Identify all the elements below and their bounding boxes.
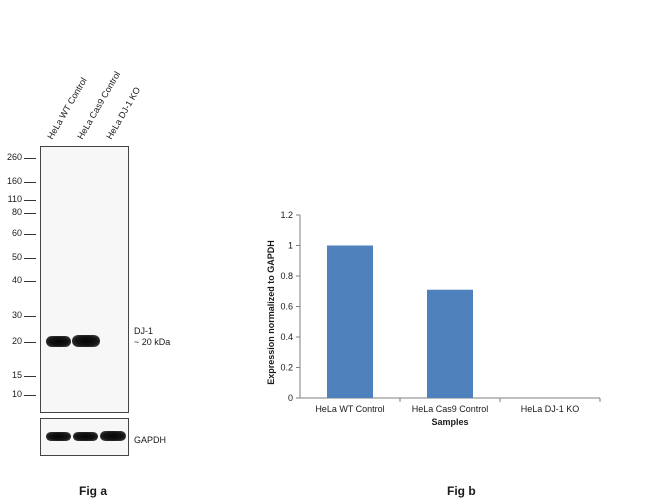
mw-label-260: 260 <box>6 152 22 162</box>
mw-label-10: 10 <box>11 389 22 399</box>
mw-label-80: 80 <box>11 207 22 217</box>
mw-label-50: 50 <box>11 252 22 262</box>
mw-label-160: 160 <box>6 176 22 186</box>
bar-1 <box>427 289 473 398</box>
mw-tick-15 <box>24 376 36 377</box>
y-tick-label-5: 1 <box>288 241 293 251</box>
x-tick-label-0: HeLa WT Control <box>315 404 384 414</box>
mw-tick-160 <box>24 182 36 183</box>
mw-label-30: 30 <box>11 310 22 320</box>
band-dj1-wt <box>46 336 71 347</box>
target-name: DJ-1 <box>134 326 154 336</box>
x-axis-title: Samples <box>431 417 468 427</box>
band-gapdh-ko <box>100 431 126 441</box>
chart-layer: 0 0.2 0.4 0.6 0.8 1 1.2 HeLa WT Control HeLa Cas… <box>266 210 601 427</box>
x-tick-label-2: HeLa DJ-1 KO <box>521 404 580 414</box>
band-dj1-cas9 <box>72 335 100 347</box>
mw-tick-80 <box>24 213 36 214</box>
y-tick-label-4: 0.8 <box>280 271 293 281</box>
mw-tick-20 <box>24 342 36 343</box>
fig-a-caption: Fig a <box>79 484 108 498</box>
mw-tick-30 <box>24 316 36 317</box>
y-tick-label-1: 0.2 <box>280 363 293 373</box>
y-tick-label-3: 0.6 <box>280 302 293 312</box>
mw-tick-50 <box>24 258 36 259</box>
mw-tick-40 <box>24 281 36 282</box>
y-tick-label-0: 0 <box>288 393 293 403</box>
mw-label-60: 60 <box>11 228 22 238</box>
blot-panel-gapdh <box>40 418 129 456</box>
fig-b-caption: Fig b <box>447 484 476 498</box>
y-axis-title: Expression normalized to GAPDH <box>266 240 276 385</box>
target-label-dj1: DJ-1 ~ 20 kDa <box>134 326 170 348</box>
loading-control-label: GAPDH <box>134 435 167 445</box>
blot-panel-main <box>40 146 129 413</box>
band-gapdh-wt <box>46 432 71 441</box>
mw-tick-110 <box>24 200 36 201</box>
y-tick-label-2: 0.4 <box>280 332 293 342</box>
y-tick-label-6: 1.2 <box>280 210 293 220</box>
mw-tick-10 <box>24 395 36 396</box>
mw-label-15: 15 <box>11 370 22 380</box>
mw-tick-260 <box>24 158 36 159</box>
mw-tick-60 <box>24 234 36 235</box>
bar-0 <box>327 245 373 398</box>
mw-label-110: 110 <box>7 194 22 204</box>
x-tick-label-1: HeLa Cas9 Control <box>412 404 489 414</box>
mw-label-40: 40 <box>11 275 22 285</box>
mw-label-20: 20 <box>11 336 22 346</box>
band-gapdh-cas9 <box>73 432 98 441</box>
target-size: ~ 20 kDa <box>134 337 171 347</box>
